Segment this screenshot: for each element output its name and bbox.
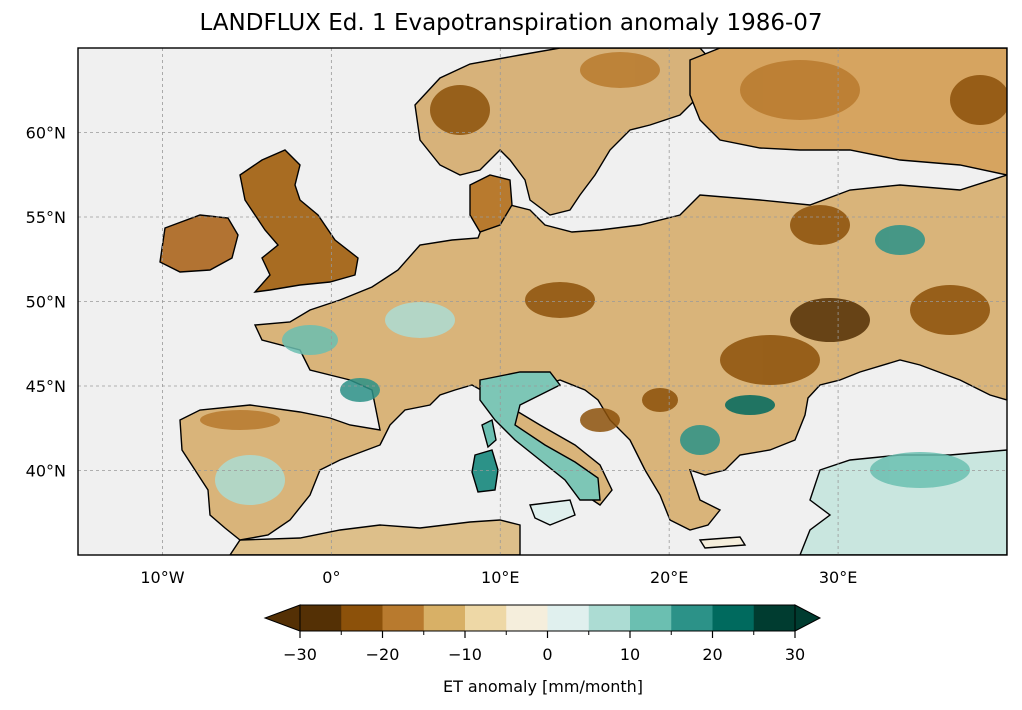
lon-tick-label: 20°E: [650, 568, 688, 587]
colorbar-swatch: [382, 605, 425, 631]
colorbar-swatch: [506, 605, 548, 631]
colorbar-tick-label: −10: [448, 645, 482, 664]
colorbar-swatch: [465, 605, 507, 631]
colorbar-swatch: [712, 605, 755, 631]
lon-tick-label: 10°W: [140, 568, 184, 587]
land-mainland: [229, 519, 521, 555]
land-sardinia: [471, 449, 499, 493]
map-frame: [77, 47, 1008, 556]
lat-tick-label: 55°N: [26, 208, 66, 227]
land-italy: [479, 371, 601, 501]
lat-tick-label: 40°N: [26, 462, 66, 481]
colorbar: [263, 604, 822, 632]
lat-tick-label: 45°N: [26, 377, 66, 396]
land-scandinavia: [414, 48, 721, 216]
colorbar-label: ET anomaly [mm/month]: [443, 677, 643, 696]
colorbar-tick-label: 0: [542, 645, 552, 664]
colorbar-tick-label: 10: [620, 645, 640, 664]
land-denmark: [469, 174, 513, 233]
land-great-britain: [239, 149, 359, 293]
land-crete: [698, 536, 747, 549]
lon-tick-label: 10°E: [481, 568, 519, 587]
lat-tick-label: 50°N: [26, 293, 66, 312]
colorbar-swatch: [547, 605, 590, 631]
colorbar-swatch: [630, 605, 672, 631]
colorbar-swatch: [753, 605, 796, 631]
land-corsica: [481, 418, 497, 449]
colorbar-swatch: [423, 605, 466, 631]
latitude-labels: 60°N 55°N 50°N 45°N 40°N: [26, 124, 66, 481]
land-ireland: [159, 214, 239, 273]
longitude-labels: 10°W 0° 10°E 20°E 30°E: [140, 568, 857, 587]
land-sicily: [529, 499, 576, 526]
colorbar-swatch: [671, 605, 713, 631]
colorbar-swatch: [341, 605, 383, 631]
colorbar-ticks: −30 −20 −10 0 10 20 30: [283, 631, 805, 664]
anomaly-patches: [200, 52, 1007, 505]
land-europe: [179, 174, 1007, 541]
land-layer: [159, 48, 1007, 555]
colorbar-swatch: [300, 605, 342, 631]
colorbar-tick-label: 20: [702, 645, 722, 664]
colorbar-extend-low: [263, 604, 301, 632]
map-panel: 60°N 55°N 50°N 45°N 40°N 10°W 0° 10°E 20°E 30°E: [26, 47, 1008, 587]
gridlines: [78, 48, 1007, 555]
colorbar-swatch: [588, 605, 631, 631]
lon-tick-label: 0°: [322, 568, 340, 587]
lat-tick-label: 60°N: [26, 124, 66, 143]
colorbar-tick-label: −30: [283, 645, 317, 664]
lon-tick-label: 30°E: [819, 568, 857, 587]
colorbar-extend-high: [794, 604, 822, 632]
map-title: LANDFLUX Ed. 1 Evapotranspiration anomal…: [199, 10, 823, 36]
colorbar-tick-label: −20: [366, 645, 400, 664]
colorbar-tick-label: 30: [785, 645, 805, 664]
